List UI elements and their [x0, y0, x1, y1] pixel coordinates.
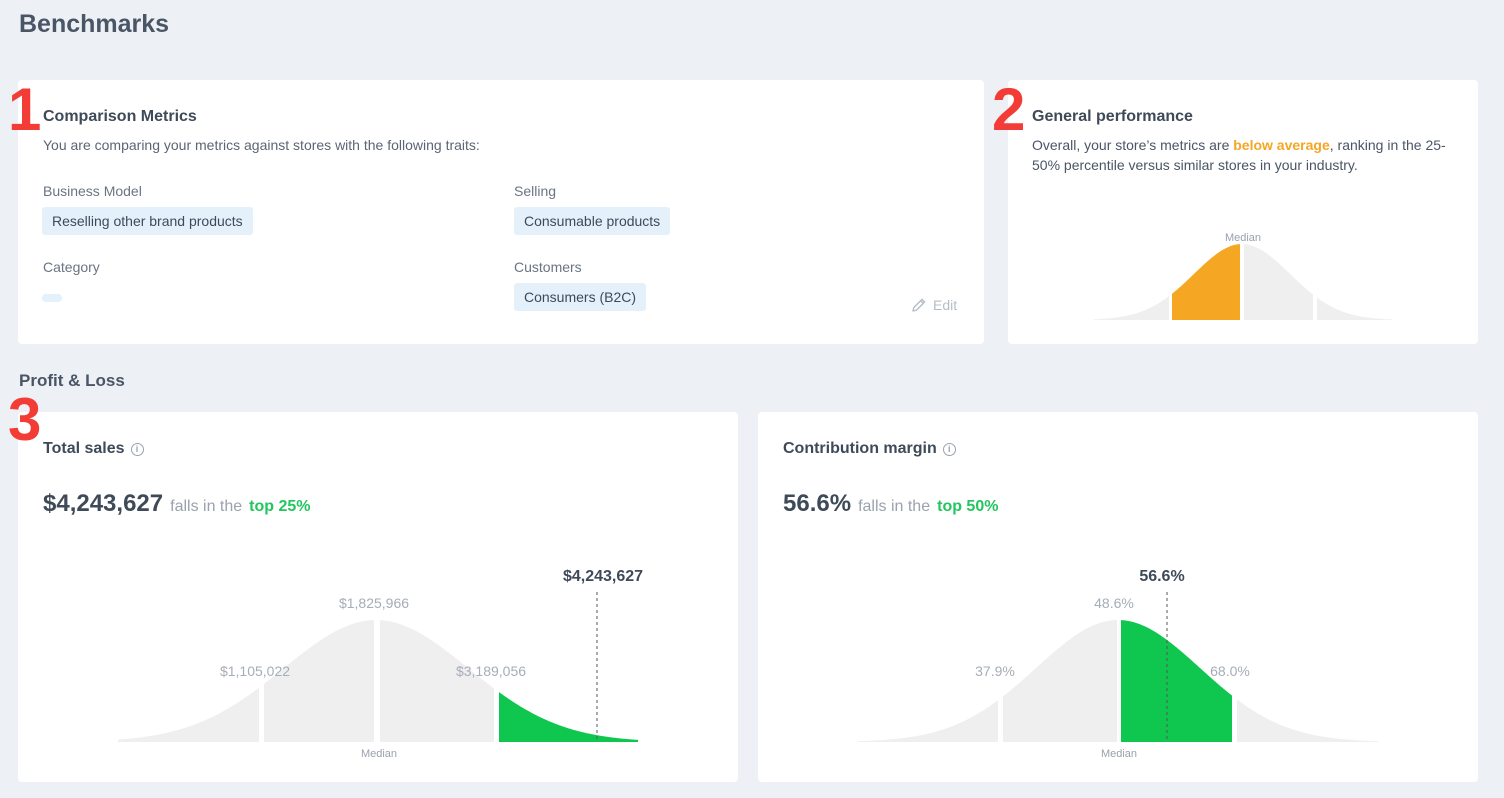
p25-label: 37.9%	[975, 663, 1015, 679]
median-label: Median	[1225, 232, 1261, 244]
edit-label: Edit	[933, 297, 958, 313]
median-value-label: $1,825,966	[339, 595, 409, 611]
contribution-title-row: Contribution margin i	[783, 440, 956, 458]
p75-label: 68.0%	[1210, 663, 1250, 679]
perf-text-post: , ranking in the 25-50% percentile versu…	[1032, 137, 1446, 173]
pencil-icon	[912, 298, 926, 312]
total-sales-title: Total sales	[43, 440, 125, 457]
category-chip	[42, 294, 62, 302]
bell-segment	[118, 687, 259, 742]
total-sales-falls-text: falls in the	[170, 498, 243, 515]
total-sales-rank: top 25%	[249, 498, 311, 515]
contribution-title: Contribution margin	[783, 440, 937, 457]
customers-chip: Consumers (B2C)	[514, 283, 647, 311]
median-value-label: 48.6%	[1094, 595, 1134, 611]
customers-label: Customers	[514, 259, 582, 275]
p25-label: $1,105,022	[220, 663, 290, 679]
bell-segment	[1244, 244, 1313, 320]
value-marker-label: 56.6%	[1139, 568, 1184, 585]
bell-segment	[858, 700, 998, 742]
contribution-margin-chart: 37.9% 48.6% 68.0% 56.6% Median	[858, 568, 1378, 760]
bell-segment-highlight	[1121, 620, 1232, 742]
bell-segment-highlight	[499, 692, 638, 742]
bell-segment	[1317, 297, 1392, 320]
bell-segment	[264, 620, 374, 742]
general-performance-title: General performance	[1032, 108, 1193, 125]
perf-text-pre: Overall, your store’s metrics are	[1032, 137, 1234, 153]
bell-segment	[1094, 296, 1169, 320]
bell-segment	[380, 620, 494, 742]
general-performance-card: General performance Overall, your store’…	[1008, 80, 1478, 344]
value-marker-label: $4,243,627	[563, 568, 643, 585]
contribution-falls-text: falls in the	[858, 498, 931, 515]
general-performance-text: Overall, your store’s metrics are below …	[1032, 135, 1457, 175]
median-label: Median	[361, 748, 397, 760]
selling-label: Selling	[514, 183, 557, 199]
step-marker-2: 2	[992, 76, 1026, 143]
total-sales-chart: $1,105,022 $1,825,966 $3,189,056 $4,243,627…	[118, 568, 643, 760]
bell-segment	[1237, 699, 1378, 742]
info-icon[interactable]: i	[130, 442, 144, 456]
total-sales-title-row: Total sales i	[43, 440, 144, 458]
comparison-metrics-title: Comparison Metrics	[43, 108, 197, 125]
edit-button[interactable]: Edit	[910, 296, 957, 314]
business-model-label: Business Model	[43, 183, 142, 199]
perf-text-highlight: below average	[1233, 137, 1330, 153]
general-performance-chart: Median	[1094, 232, 1392, 320]
business-model-chip: Reselling other brand products	[42, 207, 253, 235]
selling-chip: Consumable products	[514, 207, 671, 235]
comparison-metrics-card: Comparison Metrics You are comparing you…	[18, 80, 984, 344]
contribution-value: 56.6%	[783, 490, 852, 517]
total-sales-value: $4,243,627	[43, 490, 164, 517]
contribution-margin-card: Contribution margin i 56.6% falls in the…	[758, 412, 1478, 782]
median-label: Median	[1101, 748, 1137, 760]
step-marker-3: 3	[8, 386, 42, 453]
contribution-headline: 56.6% falls in the top 50%	[783, 490, 998, 518]
info-icon[interactable]: i	[942, 442, 956, 456]
total-sales-headline: $4,243,627 falls in the top 25%	[43, 490, 311, 518]
p75-label: $3,189,056	[456, 663, 526, 679]
total-sales-card: Total sales i $4,243,627 falls in the to…	[18, 412, 738, 782]
category-label: Category	[43, 259, 100, 275]
bell-segment	[1003, 620, 1117, 742]
comparison-metrics-subtitle: You are comparing your metrics against s…	[43, 137, 480, 153]
bell-segment-highlight	[1172, 244, 1240, 320]
contribution-rank: top 50%	[937, 498, 999, 515]
page-title: Benchmarks	[19, 10, 170, 38]
step-marker-1: 1	[8, 76, 42, 143]
profit-loss-title: Profit & Loss	[19, 371, 125, 390]
